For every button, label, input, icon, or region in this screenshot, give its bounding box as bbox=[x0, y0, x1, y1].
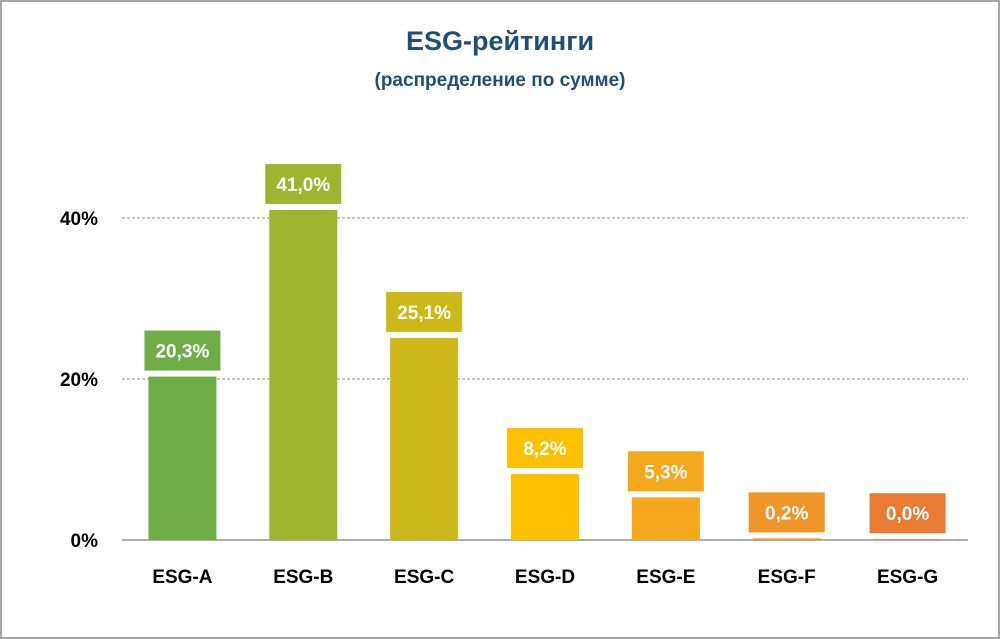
bar-ESG-F bbox=[752, 538, 821, 540]
bar-ESG-E bbox=[631, 497, 700, 540]
data-label-box-ESG-D bbox=[507, 427, 583, 468]
data-label-ESG-B: 41,0% bbox=[276, 175, 330, 196]
bar-ESG-C bbox=[390, 337, 459, 540]
y-tick-label-0: 0% bbox=[71, 531, 99, 552]
x-tick-label-ESG-E: ESG-E bbox=[636, 567, 695, 588]
data-label-ESG-G: 0,0% bbox=[886, 504, 929, 525]
bar-ESG-B bbox=[269, 209, 338, 540]
data-label-box-ESG-G bbox=[869, 493, 946, 534]
chart-title: ESG-рейтинги bbox=[405, 26, 595, 56]
data-label-box-ESG-B bbox=[265, 163, 342, 204]
chart-subtitle: (распределение по сумме) bbox=[374, 70, 626, 91]
bar-ESG-A bbox=[148, 376, 217, 540]
x-tick-label-ESG-F: ESG-F bbox=[758, 567, 816, 588]
data-label-ESG-F: 0,2% bbox=[765, 503, 808, 524]
x-tick-label-ESG-D: ESG-D bbox=[515, 567, 575, 588]
y-tick-label-20: 20% bbox=[60, 370, 98, 391]
y-tick-label-40: 40% bbox=[60, 209, 98, 230]
x-tick-label-ESG-A: ESG-A bbox=[152, 567, 212, 588]
data-label-ESG-C: 25,1% bbox=[397, 303, 451, 324]
data-label-ESG-E: 5,3% bbox=[644, 462, 687, 483]
data-label-box-ESG-F bbox=[748, 492, 825, 533]
bar-ESG-D bbox=[511, 473, 579, 540]
data-label-ESG-A: 20,3% bbox=[155, 342, 209, 363]
data-label-box-ESG-E bbox=[627, 451, 704, 492]
x-tick-label-ESG-B: ESG-B bbox=[273, 567, 333, 588]
data-label-box-ESG-A bbox=[144, 330, 221, 371]
x-tick-label-ESG-C: ESG-C bbox=[394, 567, 454, 588]
data-label-box-ESG-C bbox=[386, 291, 463, 332]
bar-ESG-G bbox=[873, 539, 942, 540]
x-tick-label-ESG-G: ESG-G bbox=[877, 567, 938, 588]
data-label-ESG-D: 8,2% bbox=[523, 439, 566, 460]
